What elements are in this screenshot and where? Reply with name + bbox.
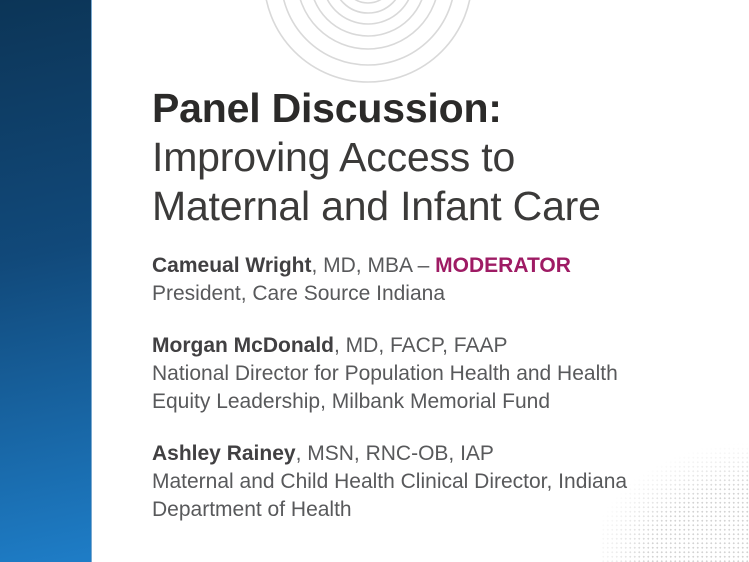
concentric-circles-decoration xyxy=(265,0,471,83)
left-gradient-bar xyxy=(0,0,92,562)
panelist-entry-moderator: Cameual Wright, MD, MBA – MODERATOR Pres… xyxy=(152,252,727,308)
panelist-entry: Morgan McDonald, MD, FACP, FAAP National… xyxy=(152,332,727,416)
title-line-bold: Panel Discussion: xyxy=(152,85,502,131)
title-line-3: Maternal and Infant Care xyxy=(152,183,601,229)
slide-content: Panel Discussion: Improving Access to Ma… xyxy=(152,84,727,524)
panelist-role-line: Maternal and Child Health Clinical Direc… xyxy=(152,470,628,493)
panelist-name-line: Cameual Wright, MD, MBA – MODERATOR xyxy=(152,252,727,280)
panelist-credentials: , MD, FACP, FAAP xyxy=(334,334,508,357)
panelist-credentials: , MD, MBA – xyxy=(311,254,436,277)
panelist-role-line: Department of Health xyxy=(152,498,352,521)
panelist-credentials: , MSN, RNC-OB, IAP xyxy=(295,442,494,465)
panelist-role-line: Equity Leadership, Milbank Memorial Fund xyxy=(152,390,551,413)
panelist-name-line: Morgan McDonald, MD, FACP, FAAP xyxy=(152,332,727,360)
panelist-name: Morgan McDonald xyxy=(152,334,334,357)
panelist-name: Cameual Wright xyxy=(152,254,312,277)
moderator-badge: MODERATOR xyxy=(435,254,571,277)
panelist-role-line: National Director for Population Health … xyxy=(152,362,618,385)
title-line-2: Improving Access to xyxy=(152,134,516,180)
slide-title: Panel Discussion: Improving Access to Ma… xyxy=(152,84,727,231)
panelist-role-line: President, Care Source Indiana xyxy=(152,282,446,305)
panelist-name: Ashley Rainey xyxy=(152,442,296,465)
panelist-entry: Ashley Rainey, MSN, RNC-OB, IAP Maternal… xyxy=(152,440,727,524)
panelist-name-line: Ashley Rainey, MSN, RNC-OB, IAP xyxy=(152,440,727,468)
